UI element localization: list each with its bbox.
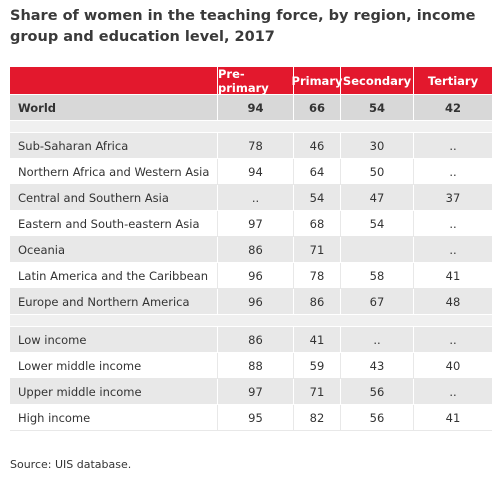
cell: 95 [218,405,294,431]
row-label: Oceania [10,237,218,263]
spacer [10,315,492,327]
cell: 68 [294,211,341,237]
cell: 82 [294,405,341,431]
cell: .. [414,237,492,263]
cell: .. [414,327,492,353]
cell: .. [414,159,492,185]
cell: 64 [294,159,341,185]
cell: 97 [218,379,294,405]
cell: 78 [294,263,341,289]
table-row: Europe and Northern America 96 86 67 48 [10,289,492,315]
cell: 59 [294,353,341,379]
cell: 58 [341,263,414,289]
cell: 94 [218,95,294,121]
cell: 94 [218,159,294,185]
row-label: Lower middle income [10,353,218,379]
row-label: Low income [10,327,218,353]
cell: 41 [414,405,492,431]
cell: 41 [294,327,341,353]
cell: 78 [218,133,294,159]
row-label: Northern Africa and Western Asia [10,159,218,185]
row-label: World [10,95,218,121]
cell: 54 [341,95,414,121]
table-row: High income 95 82 56 41 [10,405,492,431]
table-row: Lower middle income 88 59 43 40 [10,353,492,379]
header-cell: Secondary [341,67,414,95]
cell: .. [218,185,294,211]
cell: 43 [341,353,414,379]
table-row: Central and Southern Asia.. 54 47 37 [10,185,492,211]
table-row: Upper middle income 97 71 56.. [10,379,492,405]
cell [341,237,414,263]
cell: 71 [294,379,341,405]
cell: .. [414,133,492,159]
cell: 56 [341,379,414,405]
row-label: Eastern and South-eastern Asia [10,211,218,237]
cell: 96 [218,289,294,315]
cell: 50 [341,159,414,185]
cell: 71 [294,237,341,263]
cell: 47 [341,185,414,211]
cell: 86 [294,289,341,315]
table-row: Latin America and the Caribbean 96 78 58 41 [10,263,492,289]
table: Pre-primary Primary Secondary Tertiary World… [10,67,492,431]
spacer [10,121,492,133]
table-row: World 94 66 54 42 [10,95,492,121]
table-row: Low income 86 41.... [10,327,492,353]
cell: 56 [341,405,414,431]
header-cell: Pre-primary [218,67,294,95]
cell: 54 [294,185,341,211]
cell: .. [341,327,414,353]
table-row: Sub-Saharan Africa 78 46 30.. [10,133,492,159]
header-cell: Tertiary [414,67,492,95]
cell: .. [414,211,492,237]
header-cell [10,67,218,95]
row-label: Upper middle income [10,379,218,405]
cell: 30 [341,133,414,159]
row-label: Sub-Saharan Africa [10,133,218,159]
cell: 67 [341,289,414,315]
cell: .. [414,379,492,405]
cell: 86 [218,327,294,353]
cell: 37 [414,185,492,211]
source: Source: UIS database. [10,458,132,471]
row-label: Europe and Northern America [10,289,218,315]
row-label: High income [10,405,218,431]
title: Share of women in the teaching force, by… [10,8,476,45]
table-row: Oceania 86 71.. [10,237,492,263]
row-label: Central and Southern Asia [10,185,218,211]
table-row: Eastern and South-eastern Asia 97 68 54.. [10,211,492,237]
cell: 41 [414,263,492,289]
cell: 97 [218,211,294,237]
cell: 86 [218,237,294,263]
cell: 40 [414,353,492,379]
table-row: Northern Africa and Western Asia 94 64 50.. [10,159,492,185]
cell: 46 [294,133,341,159]
header-cell: Primary [292,67,342,95]
cell: 88 [218,353,294,379]
cell: 42 [414,95,492,121]
cell: 48 [414,289,492,315]
header-row: Pre-primary Primary Secondary Tertiary [10,67,492,95]
cell: 96 [218,263,294,289]
cell: 54 [341,211,414,237]
cell: 66 [294,95,341,121]
row-label: Latin America and the Caribbean [10,263,218,289]
